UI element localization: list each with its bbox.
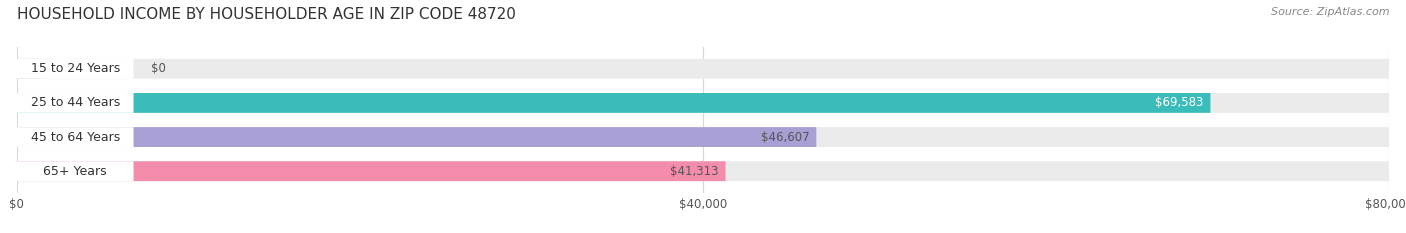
FancyBboxPatch shape	[17, 59, 134, 79]
FancyBboxPatch shape	[17, 161, 134, 181]
FancyBboxPatch shape	[17, 161, 1389, 181]
FancyBboxPatch shape	[17, 59, 1389, 79]
Text: $0: $0	[150, 62, 166, 75]
Text: $41,313: $41,313	[671, 165, 718, 178]
FancyBboxPatch shape	[17, 127, 1389, 147]
Text: 45 to 64 Years: 45 to 64 Years	[31, 130, 120, 144]
Text: $69,583: $69,583	[1156, 96, 1204, 110]
Text: 25 to 44 Years: 25 to 44 Years	[31, 96, 120, 110]
FancyBboxPatch shape	[17, 161, 725, 181]
Text: $46,607: $46,607	[761, 130, 810, 144]
Text: HOUSEHOLD INCOME BY HOUSEHOLDER AGE IN ZIP CODE 48720: HOUSEHOLD INCOME BY HOUSEHOLDER AGE IN Z…	[17, 7, 516, 22]
FancyBboxPatch shape	[17, 93, 134, 113]
FancyBboxPatch shape	[17, 59, 42, 79]
FancyBboxPatch shape	[17, 127, 134, 147]
FancyBboxPatch shape	[17, 93, 1211, 113]
Text: 15 to 24 Years: 15 to 24 Years	[31, 62, 120, 75]
Text: 65+ Years: 65+ Years	[44, 165, 107, 178]
Text: Source: ZipAtlas.com: Source: ZipAtlas.com	[1271, 7, 1389, 17]
FancyBboxPatch shape	[17, 127, 817, 147]
FancyBboxPatch shape	[17, 93, 1389, 113]
